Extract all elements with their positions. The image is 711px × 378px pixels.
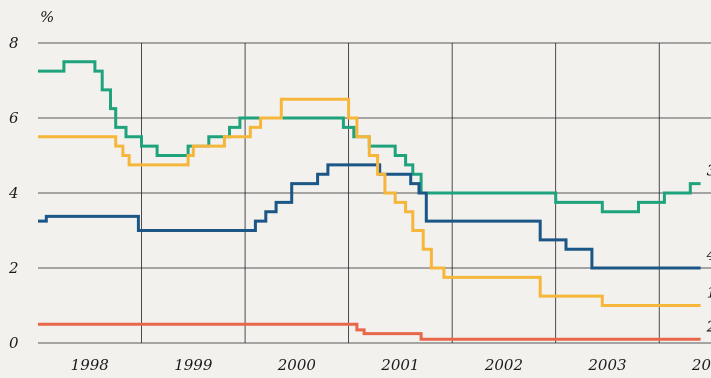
- y-axis-tick-labels: 0 2 4 6 8: [8, 34, 19, 352]
- x-tick-label: 2004: [691, 356, 711, 374]
- x-tick-label: 2002: [484, 356, 523, 374]
- series-label-4: 4: [706, 246, 711, 264]
- series-line-2: [38, 322, 701, 341]
- series-lines: [38, 60, 701, 341]
- y-tick-label: 4: [8, 184, 19, 202]
- series-line-3: [38, 60, 701, 214]
- x-tick-label: 2001: [380, 356, 419, 374]
- x-axis-tick-labels: 1998 1999 2000 2001 2002 2003 2004: [71, 356, 711, 374]
- y-tick-label: 8: [9, 34, 19, 52]
- y-tick-label: 2: [8, 259, 19, 277]
- x-tick-label: 2000: [277, 356, 317, 374]
- grid: [38, 42, 711, 344]
- series-label-3: 3: [707, 162, 711, 180]
- y-unit-label: %: [40, 8, 54, 26]
- series-label-1: 1: [707, 284, 711, 302]
- series-line-4: [38, 163, 701, 270]
- y-tick-label: 6: [9, 109, 19, 127]
- y-tick-label: 0: [9, 334, 19, 352]
- series-label-2: 2: [706, 317, 711, 335]
- x-tick-label: 2003: [587, 356, 626, 374]
- x-tick-label: 1999: [174, 356, 213, 374]
- x-tick-label: 1998: [71, 356, 109, 374]
- series-labels: 3 4 1 2: [706, 162, 711, 336]
- series-line-1: [38, 97, 701, 307]
